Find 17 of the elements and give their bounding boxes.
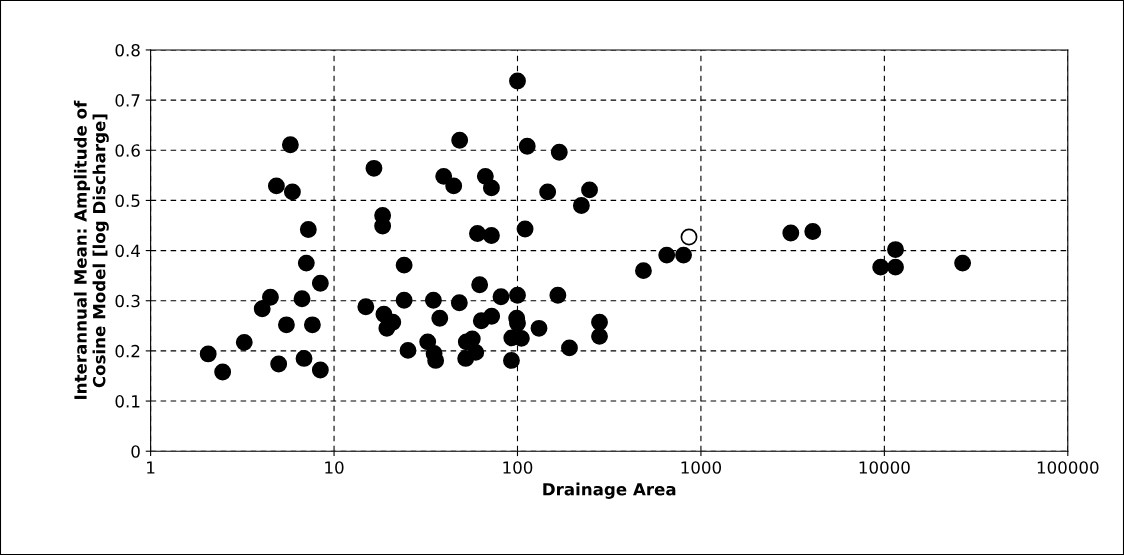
y-tick-label: 0.8 [115,43,140,57]
x-tick-label: 10 [325,461,344,474]
x-tick-label: 1 [147,461,155,474]
y-tick-label: 0.6 [115,144,140,157]
y-tick-label: 0 [131,445,140,458]
y-tick-label: 0.3 [115,294,140,308]
y-axis-title: Interannual Mean: Amplitude of Cosine Model [log Discharge] [73,100,109,399]
x-tick-label: 100000 [1037,461,1099,474]
y-tick-label: 0.5 [115,194,140,207]
x-tick-label: 10000 [859,461,910,474]
x-tick-label: 100 [503,461,533,474]
y-tick-label: 0.7 [115,94,140,107]
x-tick-label: 1000 [681,461,722,474]
y-tick-label: 0.1 [115,395,140,408]
y-tick-label: 0.4 [115,244,140,258]
x-axis-title: Drainage Area [543,482,676,499]
y-tick-label: 0.2 [115,344,140,358]
